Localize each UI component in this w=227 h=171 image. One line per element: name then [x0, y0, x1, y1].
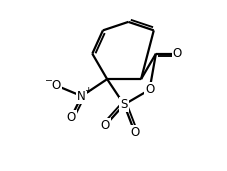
Text: O: O [173, 47, 182, 60]
Text: N: N [77, 90, 86, 103]
Text: −: − [45, 75, 54, 84]
Text: S: S [120, 98, 128, 111]
Text: O: O [52, 79, 61, 92]
Text: O: O [100, 119, 110, 132]
Text: O: O [145, 83, 154, 96]
Text: +: + [84, 86, 91, 95]
Text: O: O [130, 126, 139, 139]
Text: O: O [67, 111, 76, 124]
